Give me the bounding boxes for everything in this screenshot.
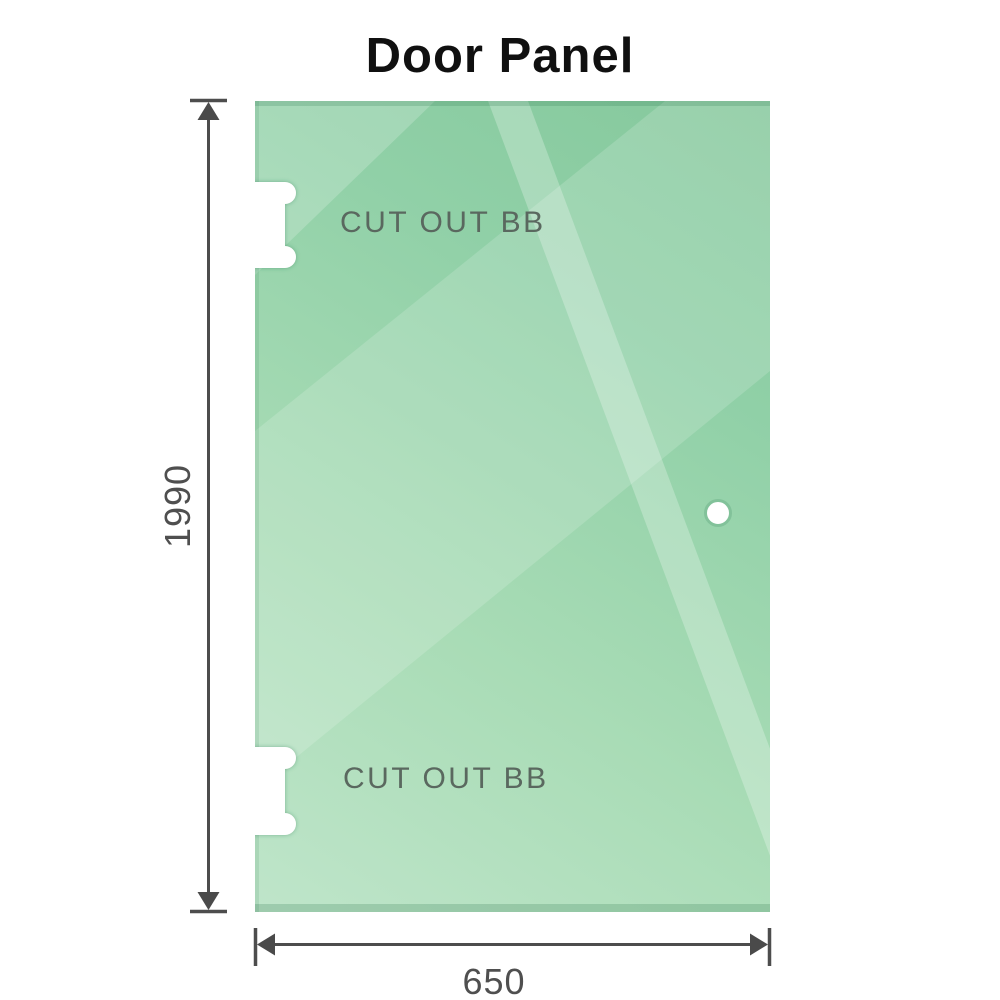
page-title: Door Panel <box>365 29 635 83</box>
glass-panel <box>255 101 770 912</box>
cutout-label-bottom: CUT OUT BB <box>343 762 549 795</box>
hinge-cutout-top-lobe-lower <box>274 246 296 268</box>
height-dimension-label: 1990 <box>157 463 198 549</box>
panel-bottom-edge <box>255 904 770 912</box>
reflection-stripe-topleft <box>255 101 435 275</box>
hinge-cutout-top-lobe-upper <box>274 182 296 204</box>
panel-top-edge <box>255 101 770 106</box>
reflection-stripe-diagonal <box>488 101 770 856</box>
cutout-label-top: CUT OUT BB <box>340 206 546 239</box>
width-dimension-label: 650 <box>462 961 526 1000</box>
handle-hole <box>704 499 732 527</box>
glass-surface <box>255 101 770 912</box>
panel-left-edge <box>255 101 259 912</box>
glass-panel-graphic <box>255 101 770 912</box>
hinge-cutout-bottom <box>255 747 296 835</box>
height-arrowhead-down <box>197 892 220 910</box>
hinge-cutout-bottom-lobe-upper <box>274 747 296 769</box>
hinge-cutout-bottom-lobe-lower <box>274 813 296 835</box>
width-arrowhead-left <box>257 933 275 956</box>
height-arrowhead-up <box>197 102 220 120</box>
hinge-cutout-top <box>255 182 296 268</box>
reflection-band-center <box>255 101 770 791</box>
width-arrowhead-right <box>750 933 768 956</box>
